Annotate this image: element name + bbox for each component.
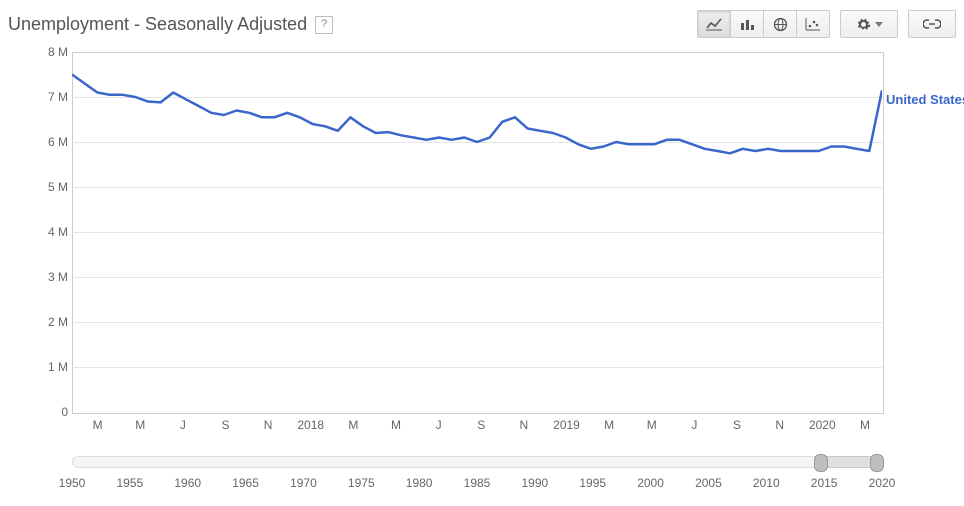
slider-track[interactable] [72,456,882,468]
slider-tick-label: 1970 [290,476,317,490]
x-tick-label: N [775,418,784,432]
gear-icon [856,17,871,32]
x-tick-label: J [180,418,186,432]
bar-chart-icon [739,17,755,31]
globe-icon [773,17,788,32]
toolbar [697,10,956,38]
y-tick-label: 5 M [28,180,68,194]
slider-tick-label: 2010 [753,476,780,490]
x-tick-label: S [221,418,229,432]
slider-tick-label: 1955 [116,476,143,490]
x-tick-label: N [520,418,529,432]
slider-tick-label: 2000 [637,476,664,490]
x-tick-label: M [135,418,145,432]
line-chart-icon [706,17,722,31]
slider-handle-start[interactable] [814,454,828,472]
slider-tick-label: 2015 [811,476,838,490]
map-button[interactable] [763,11,796,37]
help-icon[interactable]: ? [315,16,333,34]
line-series [72,52,882,412]
y-tick-label: 1 M [28,360,68,374]
scatter-icon [805,17,821,31]
slider-selection[interactable] [820,456,878,468]
page-title: Unemployment - Seasonally Adjusted [8,14,307,35]
scatter-button[interactable] [796,11,829,37]
line-chart-button[interactable] [698,11,730,37]
link-icon [923,18,941,30]
x-tick-label: S [477,418,485,432]
slider-handle-end[interactable] [870,454,884,472]
chart-type-group [697,10,830,38]
slider-tick-label: 1965 [232,476,259,490]
slider-tick-label: 1975 [348,476,375,490]
slider-tick-label: 1990 [521,476,548,490]
y-tick-label: 4 M [28,225,68,239]
slider-tick-label: 1985 [464,476,491,490]
slider-tick-label: 1950 [59,476,86,490]
x-tick-label: J [436,418,442,432]
y-tick-label: 6 M [28,135,68,149]
x-tick-label: S [733,418,741,432]
bar-chart-button[interactable] [730,11,763,37]
link-button[interactable] [908,10,956,38]
x-tick-label: J [691,418,697,432]
caret-down-icon [875,22,883,27]
y-tick-label: 8 M [28,45,68,59]
slider-tick-label: 1960 [174,476,201,490]
x-tick-label: M [647,418,657,432]
x-tick-label: 2019 [553,418,580,432]
x-tick-label: M [93,418,103,432]
x-tick-label: M [348,418,358,432]
slider-tick-label: 1995 [579,476,606,490]
time-slider[interactable]: 1950195519601965197019751980198519901995… [72,450,882,494]
y-tick-label: 2 M [28,315,68,329]
x-tick-label: M [391,418,401,432]
x-tick-label: 2018 [297,418,324,432]
slider-tick-label: 2020 [869,476,896,490]
slider-tick-label: 1980 [406,476,433,490]
series-legend[interactable]: United States [886,92,964,107]
x-tick-label: M [860,418,870,432]
chart-area: 0 1 M 2 M 3 M 4 M 5 M 6 M 7 M 8 M M M J S N 2018 M M J S N… [28,46,898,444]
x-tick-label: 2020 [809,418,836,432]
x-tick-label: N [264,418,273,432]
x-tick-label: M [604,418,614,432]
y-tick-label: 3 M [28,270,68,284]
slider-tick-label: 2005 [695,476,722,490]
y-tick-label: 7 M [28,90,68,104]
settings-button[interactable] [840,10,898,38]
y-tick-label: 0 [28,405,68,419]
